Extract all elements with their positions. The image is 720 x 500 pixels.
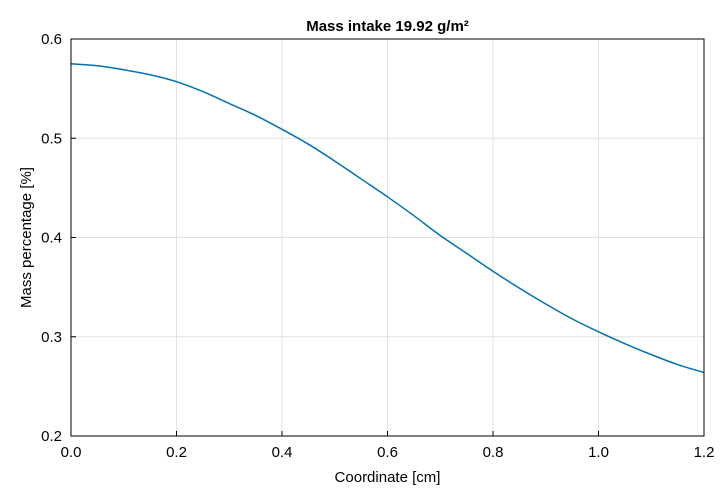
y-tick-label: 0.6 bbox=[41, 31, 62, 48]
x-tick-label: 0.0 bbox=[61, 444, 82, 461]
x-tick-label: 0.4 bbox=[272, 444, 293, 461]
curve-layer bbox=[70, 63, 705, 374]
grid bbox=[70, 38, 705, 437]
x-tick-label: 0.6 bbox=[377, 444, 398, 461]
series-line bbox=[70, 63, 705, 374]
y-tick-label: 0.4 bbox=[41, 230, 62, 247]
y-tick-label: 0.2 bbox=[41, 428, 62, 445]
x-tick-label: 1.0 bbox=[588, 444, 609, 461]
y-axis-label: Mass percentage [%] bbox=[18, 167, 35, 308]
chart-title: Mass intake 19.92 g/m² bbox=[306, 18, 469, 35]
x-tick-label: 1.2 bbox=[694, 444, 715, 461]
x-tick-label: 0.8 bbox=[483, 444, 504, 461]
y-tick-label: 0.5 bbox=[41, 130, 62, 147]
y-tick-label: 0.3 bbox=[41, 329, 62, 346]
x-tick-label: 0.2 bbox=[166, 444, 187, 461]
axis-ticks: 0.0 0.2 0.4 0.6 0.8 1.0 1.20.20.30.40.50.6 bbox=[41, 31, 714, 461]
x-axis-label: Coordinate [cm] bbox=[335, 469, 441, 486]
